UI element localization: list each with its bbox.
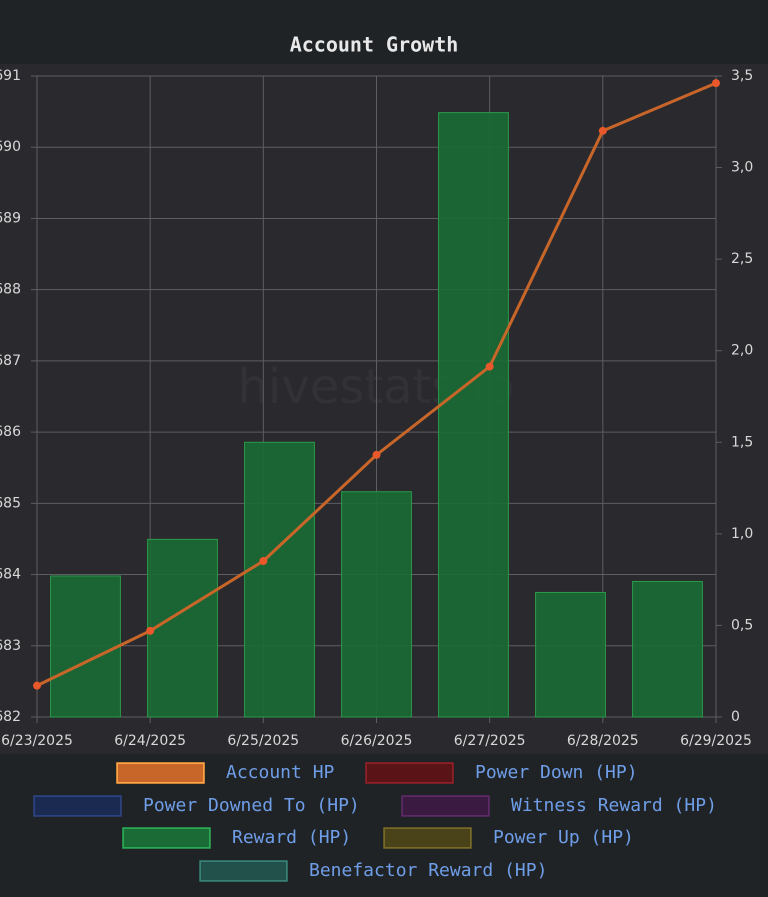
x-tick-label: 6/23/2025: [1, 733, 73, 749]
bar: [50, 575, 121, 718]
legend-label: Witness Reward (HP): [511, 795, 717, 816]
legend-swatch-fill: [403, 797, 488, 815]
bar: [147, 538, 218, 718]
x-tick-label: 6/26/2025: [341, 733, 413, 749]
x-tick-label: 6/25/2025: [227, 733, 299, 749]
bar: [535, 591, 606, 718]
legend-label: Power Downed To (HP): [143, 795, 360, 816]
legend-label: Power Up (HP): [493, 827, 634, 848]
chart-title: Account Growth: [290, 33, 459, 57]
y2-tick-label: 0: [731, 709, 740, 725]
y2-tick-label: 3,0: [731, 160, 753, 176]
x-tick-label: 6/27/2025: [454, 733, 526, 749]
point: [598, 126, 607, 135]
y-tick-label: 691: [0, 68, 21, 84]
bar: [244, 441, 315, 718]
legend-swatch-fill: [118, 764, 203, 782]
point: [146, 626, 155, 635]
legend-label: Reward (HP): [232, 827, 351, 848]
x-tick-label: 6/24/2025: [114, 733, 186, 749]
x-tick-label: 6/28/2025: [567, 733, 639, 749]
legend-label: Account HP: [226, 762, 335, 783]
point: [712, 79, 720, 88]
y-tick-label: 685: [0, 495, 21, 511]
legend-swatch-fill: [124, 829, 209, 847]
bar: [438, 112, 509, 718]
y-tick-label: 686: [0, 424, 21, 440]
y-tick-label: 684: [0, 567, 21, 583]
point: [33, 681, 41, 690]
point: [485, 362, 494, 371]
point: [372, 450, 381, 459]
y2-tick-label: 1,0: [731, 526, 753, 542]
y2-tick-label: 2,0: [731, 343, 753, 359]
x-tick-label: 6/29/2025: [680, 733, 752, 749]
legend-label: Power Down (HP): [475, 762, 638, 783]
y-tick-label: 683: [0, 638, 21, 654]
bar: [341, 491, 412, 718]
y-tick-label: 689: [0, 210, 21, 226]
y-tick-label: 688: [0, 282, 21, 298]
legend-swatch-fill: [201, 862, 286, 880]
y2-tick-label: 2,5: [731, 251, 753, 267]
y2-tick-label: 3,5: [731, 68, 753, 84]
point: [259, 557, 268, 566]
y2-tick-label: 0,5: [731, 617, 753, 633]
bar: [632, 580, 703, 718]
legend-swatch-fill: [385, 829, 470, 847]
y-tick-label: 682: [0, 709, 21, 725]
legend-swatch-fill: [367, 764, 452, 782]
legend-label: Benefactor Reward (HP): [309, 860, 547, 881]
y-tick-label: 687: [0, 353, 21, 369]
y-tick-label: 690: [0, 139, 21, 155]
legend-swatch-fill: [35, 797, 120, 815]
y2-tick-label: 1,5: [731, 434, 753, 450]
